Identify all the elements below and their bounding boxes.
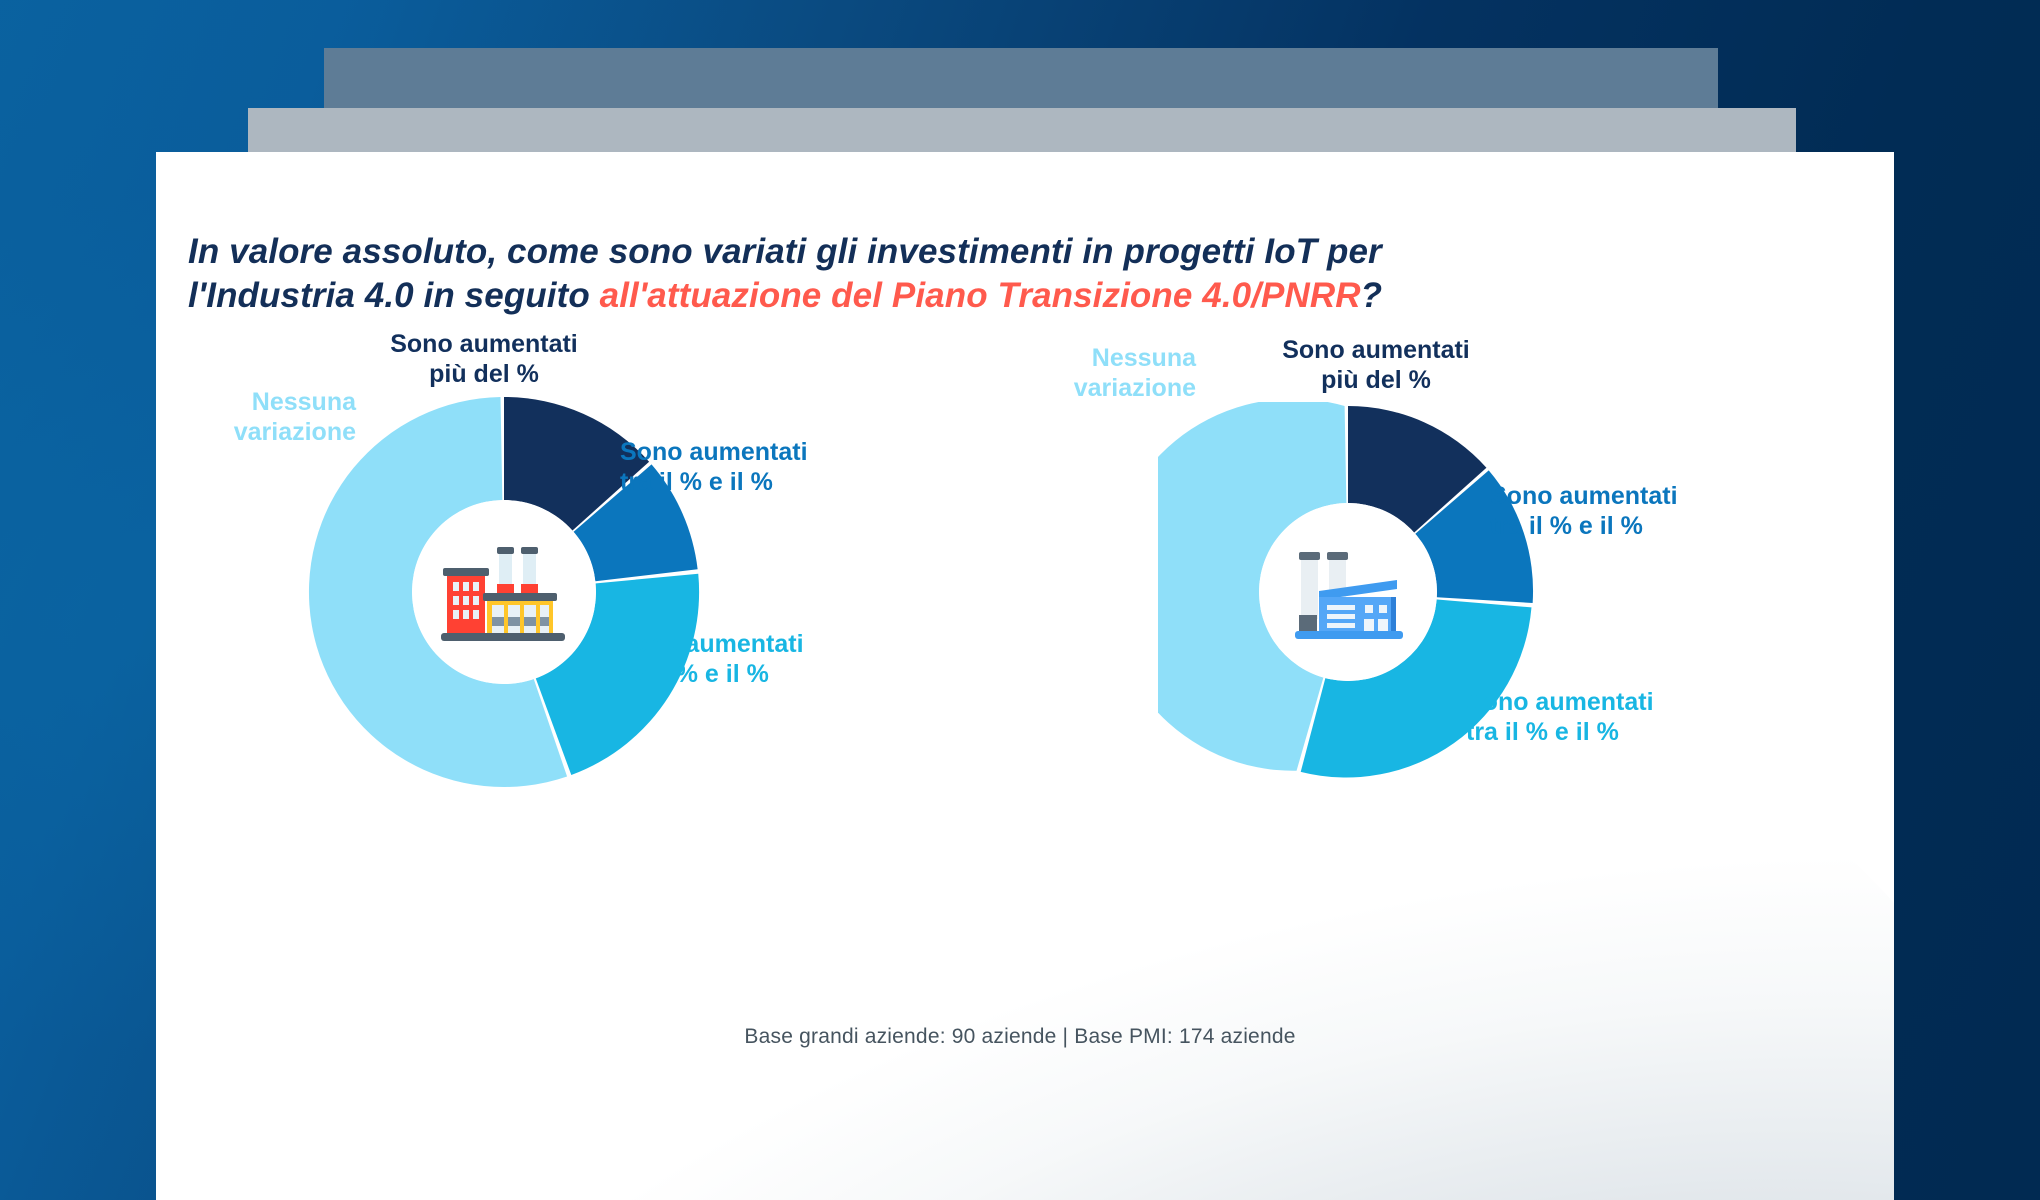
label-pmi-aumentati-cyan: Sono aumentati tra il % e il % <box>1466 688 1654 746</box>
title-question-mark: ? <box>1360 276 1383 316</box>
label-pmi-nessuna-variazione: Nessuna variazione <box>1073 344 1196 402</box>
base-note: Base grandi aziende: 90 aziende | Base P… <box>744 1025 1296 1048</box>
slice-light-cyan[interactable] <box>1158 402 1348 771</box>
title-line-2-prefix: l'Industria 4.0 in seguito <box>188 276 600 316</box>
label-grandi-aumentati-piu-del: Sono aumentati più del % <box>390 330 578 388</box>
charts-row: Sono aumentati più del % Sono aumentati … <box>156 330 1894 950</box>
title-line-1: In valore assoluto, come sono variati gl… <box>188 232 1382 271</box>
label-grandi-aumentati-blu: Sono aumentati tra il % e il % <box>620 438 808 496</box>
donut-right-graphic <box>1158 402 1538 782</box>
donut-left-graphic <box>304 392 704 792</box>
factory-icon-blue <box>1259 503 1437 681</box>
factory-red-glyph <box>441 547 565 641</box>
factory-icon-red <box>412 500 596 684</box>
title-highlight: all'attuazione del Piano Transizione 4.0… <box>599 276 1361 316</box>
page-title: In valore assoluto, come sono variati gl… <box>188 230 1488 318</box>
label-grandi-nessuna-variazione: Nessuna variazione <box>233 388 356 446</box>
label-pmi-aumentati-piu-del: Sono aumentati più del % <box>1282 336 1470 394</box>
label-pmi-aumentati-blu: Sono aumentati tra il % e il % <box>1490 482 1678 540</box>
factory-blue-glyph <box>1295 552 1403 639</box>
donut-chart-grandi-aziende: Sono aumentati più del % Sono aumentati … <box>176 330 1036 950</box>
donut-chart-pmi: Sono aumentati più del % Sono aumentati … <box>1036 330 1896 950</box>
label-grandi-aumentati-cyan: Sono aumentati tra il % e il % <box>616 630 804 688</box>
